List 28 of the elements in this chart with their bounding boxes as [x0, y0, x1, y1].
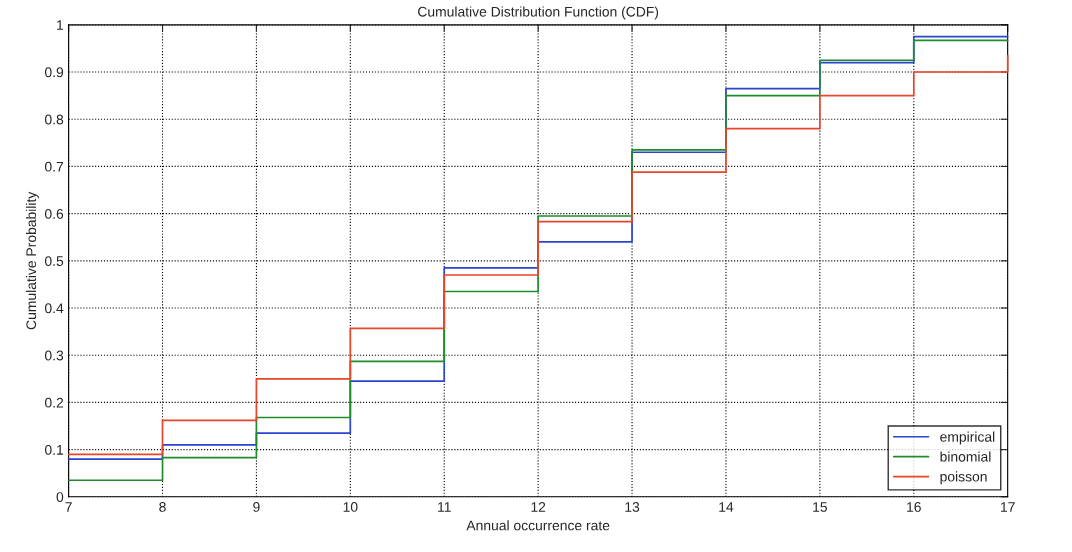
x-tick-label: 17	[1001, 502, 1015, 512]
y-tick-label: 0.6	[44, 208, 64, 219]
chart-title: Cumulative Distribution Function (CDF)	[418, 6, 659, 20]
y-tick-label: 0.1	[44, 444, 64, 455]
y-tick-label: 0.4	[44, 303, 64, 314]
x-tick-label: 14	[719, 502, 734, 512]
y-axis-title: Cumulative Probability	[25, 191, 39, 330]
legend-label: poisson	[940, 471, 987, 485]
x-tick-label: 8	[159, 502, 166, 512]
legend-label: binomial	[940, 451, 991, 462]
x-tick-label: 15	[813, 502, 828, 512]
y-tick-label: 0.3	[44, 350, 64, 361]
x-tick-label: 12	[531, 502, 546, 512]
x-tick-label: 10	[343, 502, 358, 512]
y-tick-label: 0.9	[44, 67, 64, 78]
x-tick-label: 7	[65, 502, 72, 512]
y-tick-label: 0.5	[44, 256, 64, 266]
x-tick-label: 11	[438, 502, 451, 512]
x-tick-label: 13	[625, 502, 640, 512]
legend-label: empirical	[940, 431, 995, 445]
y-tick-label: 0.2	[44, 397, 64, 408]
x-tick-label: 16	[907, 502, 921, 512]
y-tick-label: 0.8	[44, 114, 64, 125]
y-tick-label: 0.7	[44, 161, 64, 172]
y-tick-label: 0	[56, 492, 64, 502]
x-axis-title: Annual occurrence rate	[466, 520, 610, 531]
x-tick-label: 9	[253, 502, 260, 512]
y-tick-label: 1	[57, 20, 64, 30]
